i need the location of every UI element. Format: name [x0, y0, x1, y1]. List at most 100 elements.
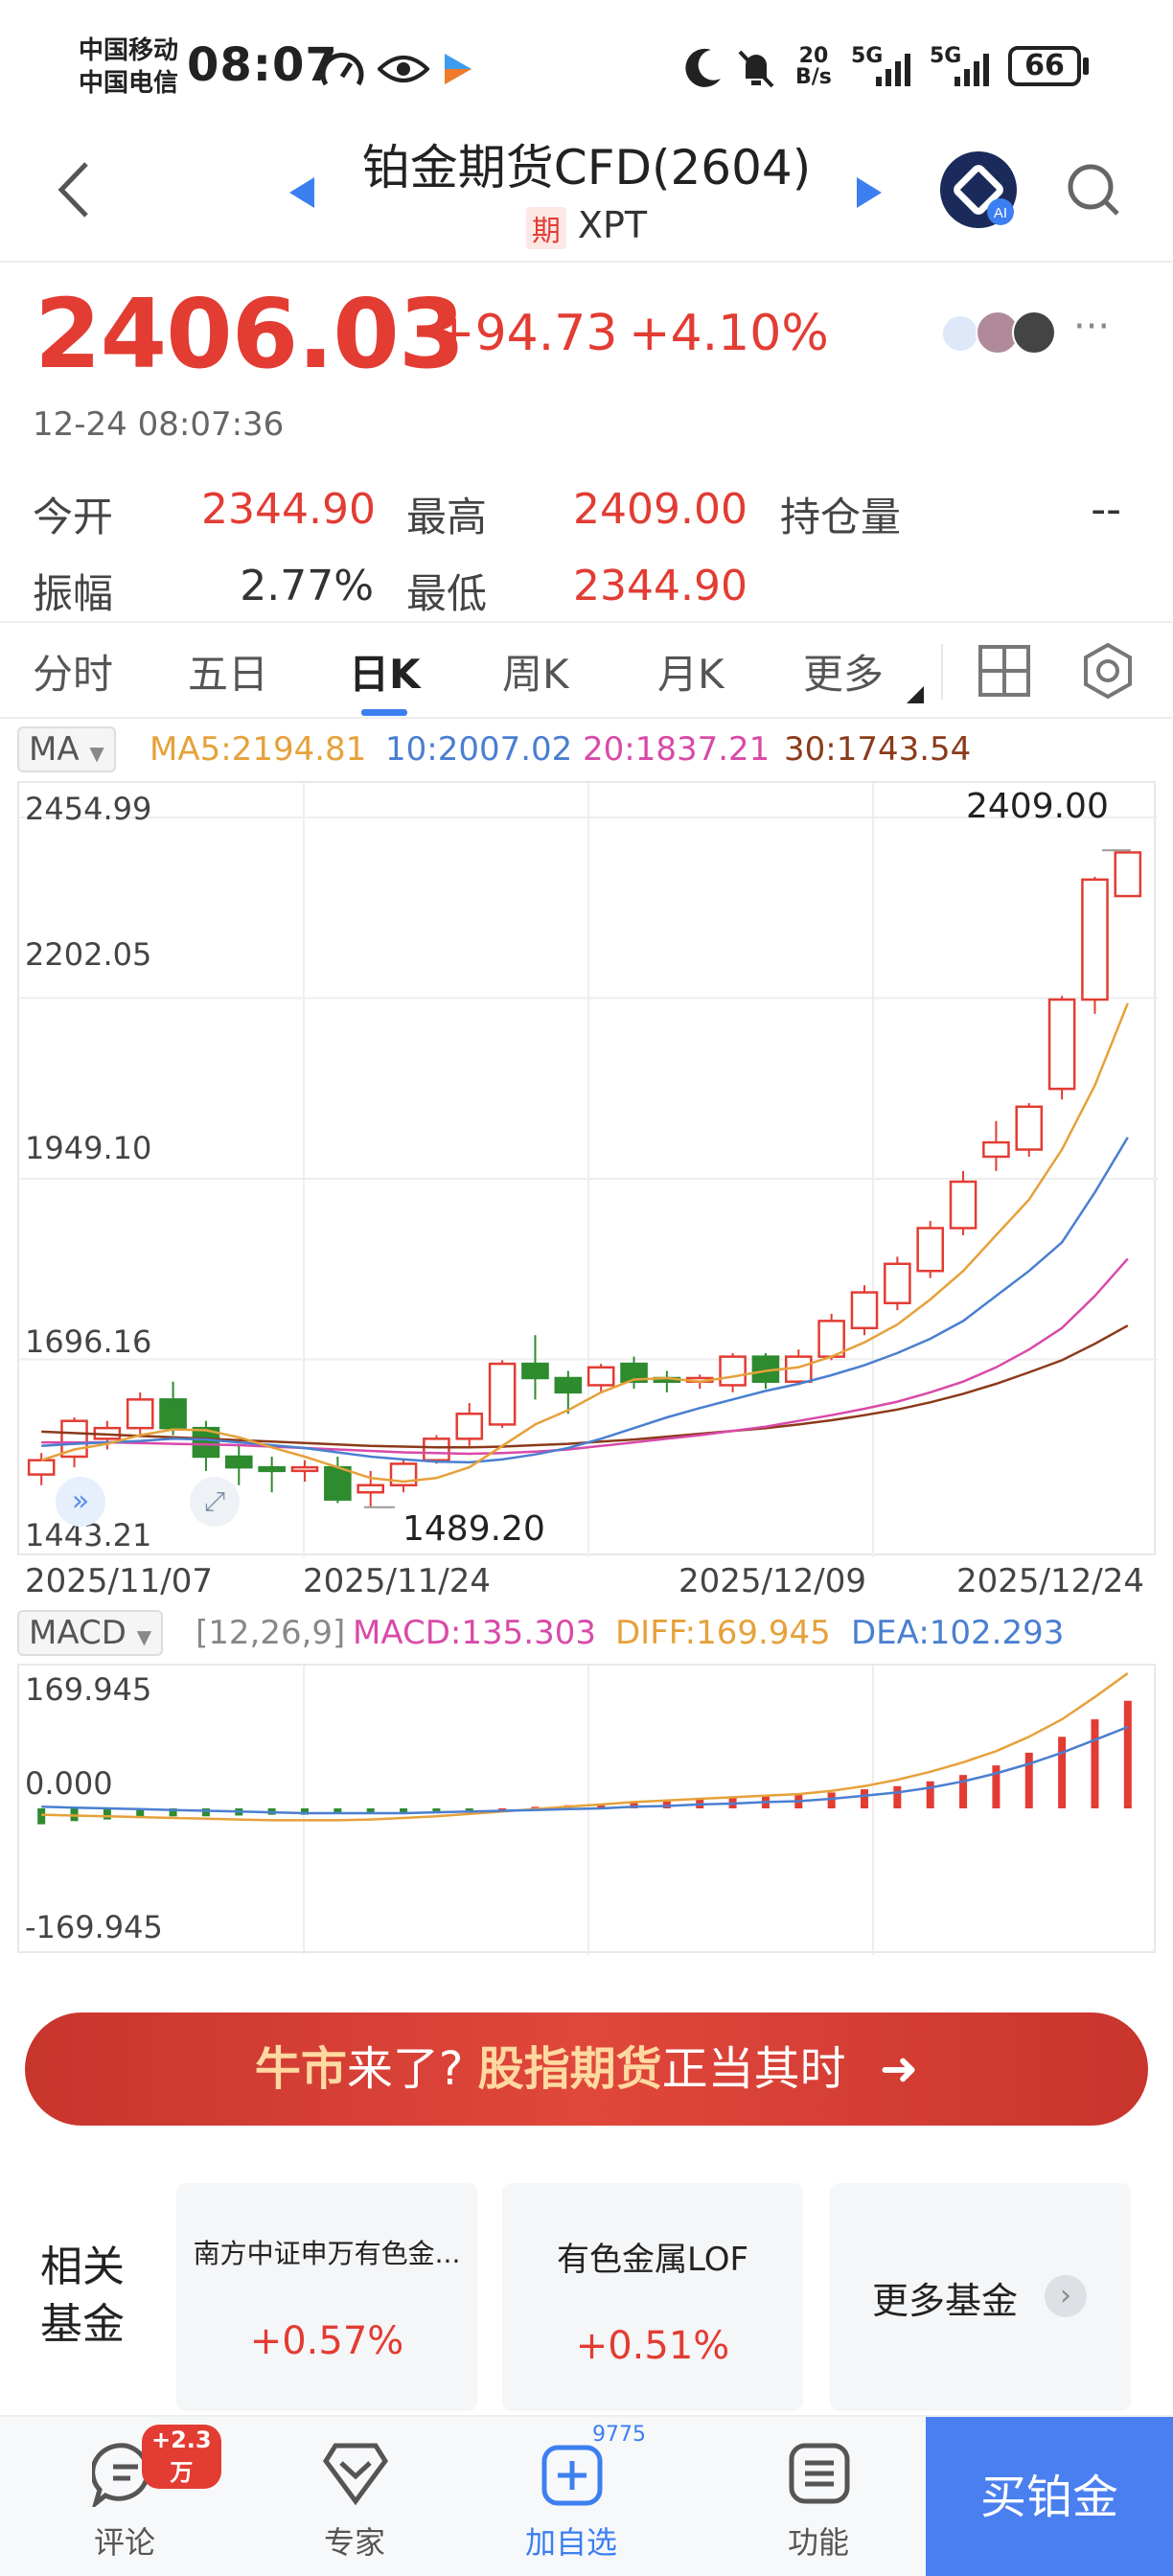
tab-weekly-k[interactable]: 周K [502, 651, 569, 698]
svg-text:AI: AI [994, 205, 1007, 221]
macd-value: MACD:135.303 [353, 1614, 596, 1652]
ma20-line [41, 1257, 1129, 1456]
low-label: 最低 [406, 570, 488, 617]
candle-body [1047, 998, 1076, 1091]
search-icon[interactable] [1066, 162, 1121, 218]
y-tick-label: 1949.10 [25, 1130, 152, 1166]
tab-divider [941, 644, 943, 700]
weibo-avatar [941, 314, 979, 353]
price-change: +94.73 [433, 305, 618, 362]
promo-banner[interactable]: 牛市来了? 股指期货正当其时 ➜ [25, 2012, 1148, 2126]
x-tick-label: 2025/12/09 [678, 1562, 866, 1600]
community-avatars[interactable] [941, 309, 1066, 356]
carrier-labels: 中国移动 中国电信 [79, 36, 179, 98]
macd-bar [400, 1808, 408, 1813]
bottom-action-bar: +2.3万 评论 专家 9775 加自选 功能 买铂金 [0, 2415, 1173, 2576]
expand-indicator-icon[interactable]: » [56, 1477, 105, 1527]
macd-bar [926, 1781, 934, 1808]
more-funds-card[interactable]: 更多基金 › [830, 2183, 1131, 2411]
battery-icon: 66 [1008, 46, 1081, 86]
eye-icon [378, 56, 429, 82]
candle-body [455, 1413, 484, 1440]
signal-bars-icon [954, 54, 989, 86]
expert-button[interactable]: 专家 [278, 2417, 431, 2576]
tab-daily-k[interactable]: 日K [349, 651, 421, 698]
diff-line [41, 1671, 1129, 1822]
dea-value: DEA:102.293 [851, 1614, 1065, 1652]
signal-bars-icon [876, 54, 910, 86]
fullscreen-icon[interactable]: ⤢ [190, 1477, 240, 1527]
prev-contract-icon[interactable] [288, 175, 316, 210]
fund-card[interactable]: 南方中证申万有色金... +0.57% [176, 2183, 477, 2411]
quote-timestamp: 12-24 08:07:36 [33, 405, 285, 444]
macd-svg [37, 1666, 1132, 1955]
kline-chart[interactable]: 2454.99 2202.05 1949.10 1696.16 1443.21 … [17, 781, 1158, 1557]
add-square-icon [541, 2445, 603, 2506]
divider [0, 261, 1173, 263]
candle-body [817, 1320, 845, 1358]
indicator-select-ma[interactable]: MA ▼ [17, 726, 116, 772]
more-funds-label: 更多基金 [872, 2280, 1019, 2322]
ma20-label: 20:1837.21 [583, 730, 770, 769]
macd-bar [893, 1785, 902, 1808]
signal-5g-2: 5G [930, 44, 962, 68]
min-price-marker: 1489.20 [402, 1509, 545, 1549]
active-tab-underline [361, 709, 407, 716]
macd-bar [1091, 1719, 1099, 1808]
function-button[interactable]: 功能 [742, 2417, 895, 2576]
buy-platinum-button[interactable]: 买铂金 [926, 2417, 1173, 2576]
arrow-right-icon: ➜ [879, 2042, 919, 2096]
status-bar: 中国移动 中国电信 08:07 20 B/s 5G 5G 66 [0, 0, 1173, 134]
back-arrow-icon[interactable] [54, 158, 92, 221]
tab-monthly-k[interactable]: 月K [657, 651, 724, 698]
macd-bar [1058, 1736, 1067, 1808]
indicator-select-macd[interactable]: MACD ▼ [17, 1610, 164, 1656]
candle-body [949, 1180, 978, 1230]
macd-y-tick: -169.945 [25, 1909, 163, 1945]
candle-body [126, 1398, 154, 1430]
diamond-icon [322, 2443, 389, 2506]
y-tick-label: 2202.05 [25, 936, 152, 973]
ma5-line [40, 1002, 1129, 1484]
page-title: 铂金期货CFD(2604) [361, 140, 812, 196]
candle-body [554, 1376, 583, 1394]
x-tick-label: 2025/11/24 [303, 1562, 491, 1600]
ma10-label: 10:2007.02 [385, 730, 573, 769]
candle-body [290, 1465, 319, 1473]
candle-body [224, 1455, 253, 1469]
settings-gear-icon[interactable] [1079, 642, 1137, 700]
diff-value: DIFF:169.945 [615, 1614, 831, 1652]
macd-chart[interactable]: 169.945 0.000 -169.945 [17, 1664, 1156, 1955]
candle-body [884, 1262, 911, 1304]
kline-svg [19, 783, 1158, 1557]
divider [0, 717, 1173, 719]
comment-button[interactable]: +2.3万 评论 [48, 2417, 221, 2576]
more-icon[interactable]: ··· [1073, 305, 1111, 349]
macd-bar [662, 1800, 671, 1808]
comment-badge: +2.3万 [142, 2425, 221, 2489]
open-interest-value: -- [1091, 485, 1121, 534]
tab-more[interactable]: 更多 [803, 651, 885, 698]
layout-grid-icon[interactable] [978, 644, 1031, 698]
macd-bar [37, 1808, 46, 1825]
symbol-code: XPT [577, 204, 648, 246]
open-interest-label: 持仓量 [780, 494, 902, 540]
tab-intraday[interactable]: 分时 [33, 651, 114, 698]
add-watchlist-button[interactable]: 9775 加自选 [524, 2423, 646, 2561]
last-price: 2406.03 [34, 278, 465, 390]
moon-icon [685, 48, 721, 87]
macd-bar [136, 1808, 145, 1818]
ai-assistant-icon[interactable]: AI [939, 150, 1018, 229]
fund-name: 有色金属LOF [556, 2241, 749, 2279]
candle-body [620, 1362, 648, 1383]
ma30-label: 30:1743.54 [784, 730, 972, 769]
x-tick-label: 2025/11/07 [25, 1562, 213, 1600]
tab-five-day[interactable]: 五日 [188, 651, 269, 698]
next-contract-icon[interactable] [855, 175, 884, 210]
macd-bar [959, 1775, 968, 1808]
macd-bar [498, 1808, 507, 1810]
macd-bar [992, 1765, 1000, 1808]
low-value: 2344.90 [573, 562, 748, 610]
fund-card[interactable]: 有色金属LOF +0.51% [502, 2183, 803, 2411]
app-notification-icon [445, 54, 472, 84]
